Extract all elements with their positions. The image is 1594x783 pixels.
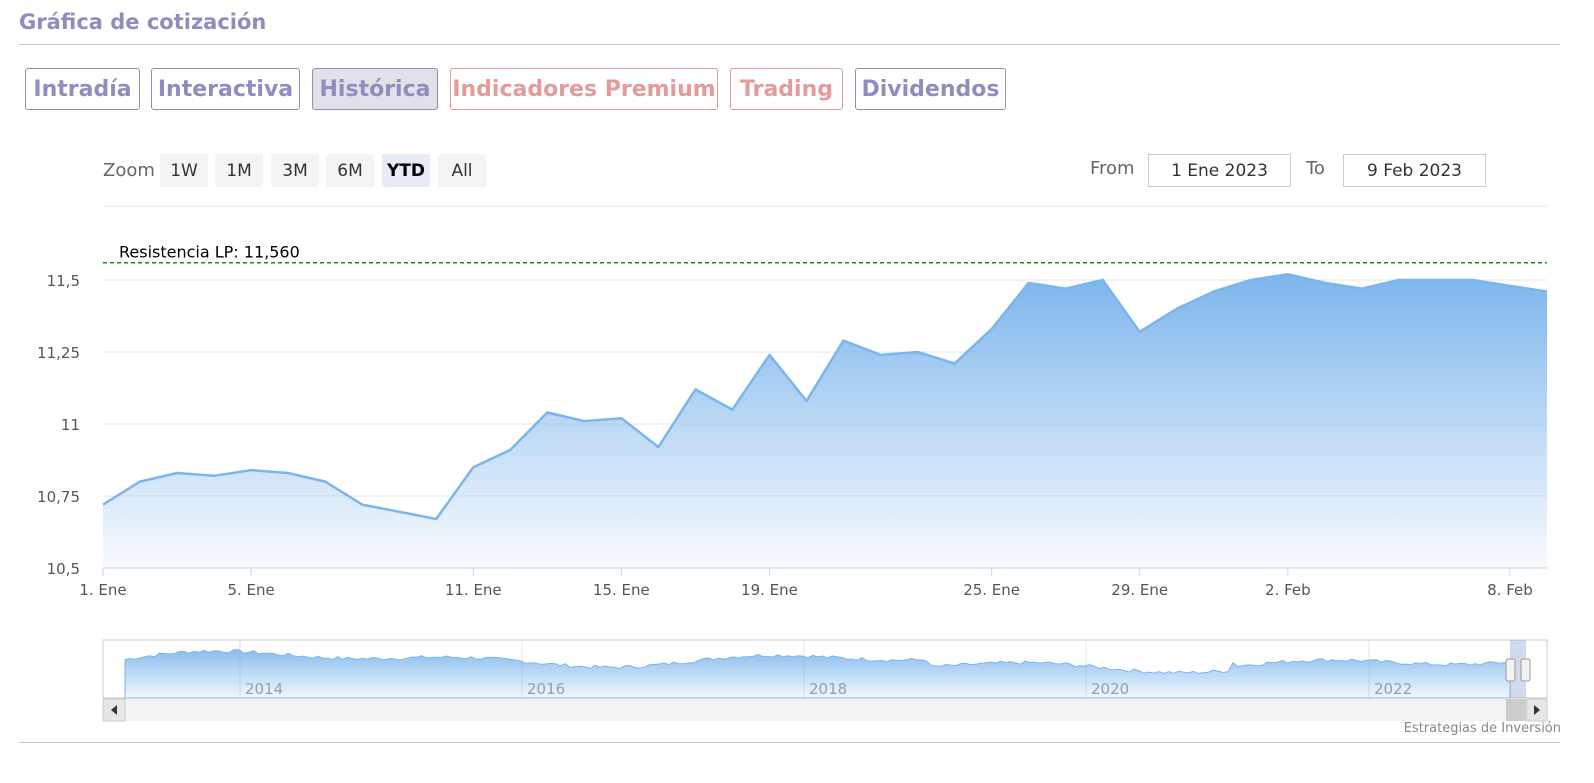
navigator-year-label: 2020 [1091,680,1129,698]
zoom-ytd-button[interactable]: YTD [382,154,430,187]
scrollbar-track [103,699,1547,721]
x-tick-label: 8. Feb [1487,581,1533,599]
from-date-input[interactable]: 1 Ene 2023 [1148,154,1291,187]
navigator-selection [1510,640,1526,698]
navigator-year-label: 2014 [245,680,283,698]
bottom-divider [19,742,1560,743]
tab-dividendos[interactable]: Dividendos [855,68,1006,110]
tab-historica[interactable]: Histórica [312,68,438,110]
navigator-series [124,649,1511,699]
x-tick-label: 15. Ene [593,581,650,599]
tab-label: Trading [740,76,833,102]
tab-label: Dividendos [861,76,1000,102]
zoom-label: Zoom [103,160,155,181]
x-tick-label: 11. Ene [445,581,502,599]
x-tick-label: 19. Ene [741,581,798,599]
x-tick-label: 29. Ene [1111,581,1168,599]
x-tick-label: 5. Ene [227,581,274,599]
tab-label: Interactiva [157,76,294,102]
navigator-year-label: 2018 [809,680,847,698]
zoom-6m-button[interactable]: 6M [326,154,374,187]
scroll-right-arrow-icon [1534,705,1540,715]
y-tick-label: 11 [61,416,80,434]
title-divider [19,44,1560,45]
x-tick-label: 2. Feb [1265,581,1311,599]
y-tick-label: 11,25 [37,344,80,362]
tab-intradia[interactable]: Intradía [25,68,140,110]
y-tick-label: 11,5 [47,272,80,290]
tab-label: Intradía [33,76,132,102]
tab-trading[interactable]: Trading [730,68,843,110]
y-tick-label: 10,5 [47,560,80,578]
to-date-input[interactable]: 9 Feb 2023 [1343,154,1486,187]
scrollbar-left-button [102,698,126,722]
tab-interactiva[interactable]: Interactiva [151,68,300,110]
to-label: To [1306,158,1325,179]
resistance-label: Resistencia LP: 11,560 [119,243,300,262]
navigator-left-handle [1505,658,1516,682]
zoom-all-button[interactable]: All [438,154,486,187]
tab-label: Histórica [319,76,431,102]
navigator-year-label: 2022 [1374,680,1412,698]
from-label: From [1090,158,1135,179]
tab-label: Indicadores Premium [452,76,716,102]
price-line [102,272,1548,521]
y-tick-label: 10,75 [37,488,80,506]
page-title: Gráfica de cotización [19,10,267,34]
scroll-left-arrow-icon [111,705,117,715]
zoom-1m-button[interactable]: 1M [215,154,263,187]
price-area [103,274,1547,568]
x-tick-label: 1. Ene [79,581,126,599]
x-tick-label: 25. Ene [963,581,1020,599]
zoom-1w-button[interactable]: 1W [160,154,208,187]
navigator-right-handle [1520,658,1531,682]
navigator-frame [102,639,1548,699]
navigator-year-label: 2016 [527,680,565,698]
tab-indicadores-premium[interactable]: Indicadores Premium [450,68,718,110]
scrollbar-thumb [1506,699,1526,721]
credits-label: Estrategias de Inversión [1403,721,1561,736]
scrollbar-right-button [1526,698,1548,722]
zoom-3m-button[interactable]: 3M [271,154,319,187]
